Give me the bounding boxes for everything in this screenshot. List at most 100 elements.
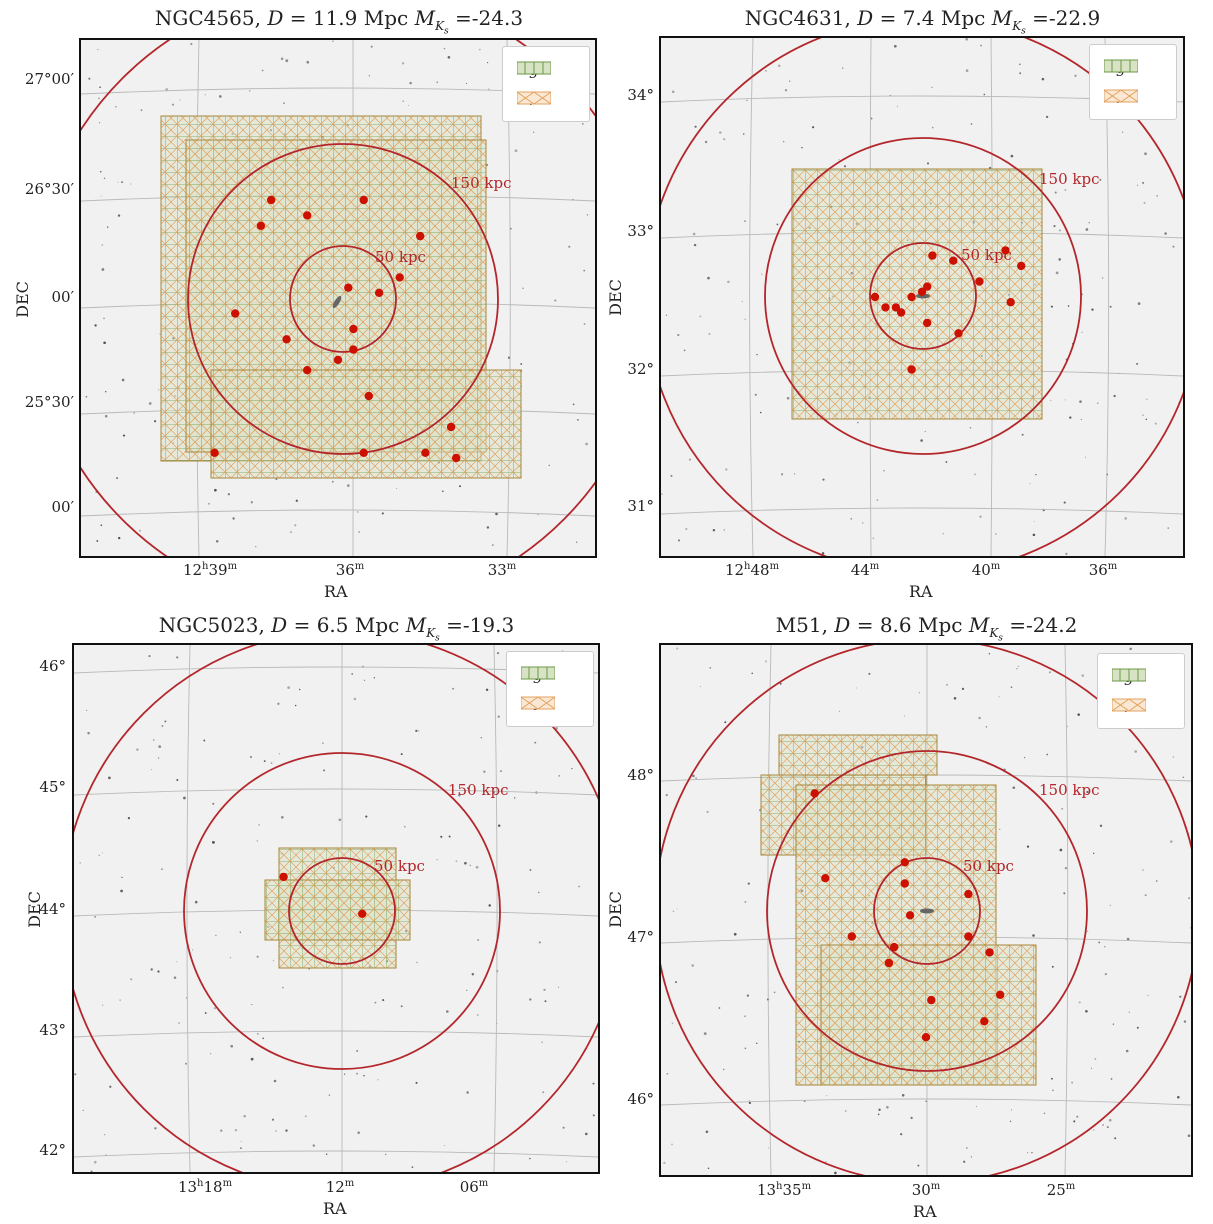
star xyxy=(411,1166,414,1168)
star xyxy=(1032,934,1035,937)
star xyxy=(263,760,266,762)
star xyxy=(402,100,404,102)
satellite-point xyxy=(881,303,890,312)
x-tick: 06m xyxy=(459,1178,489,1196)
satellite-point xyxy=(303,366,312,375)
star xyxy=(694,125,697,128)
chart-title: M51, D = 8.6 Mpc MKs =-24.2 xyxy=(775,613,1078,644)
radius-ring xyxy=(869,242,977,350)
star xyxy=(255,546,257,548)
star xyxy=(978,716,981,720)
star xyxy=(1093,1129,1095,1131)
star xyxy=(1064,867,1067,870)
star xyxy=(480,737,482,739)
star xyxy=(900,1133,903,1136)
star xyxy=(105,391,107,393)
star xyxy=(98,97,100,100)
star xyxy=(773,991,776,994)
star xyxy=(1050,1077,1053,1080)
legend-g-swatch xyxy=(521,666,555,680)
star xyxy=(465,82,468,84)
star xyxy=(759,411,762,414)
star xyxy=(476,1014,479,1016)
star xyxy=(373,677,375,679)
star xyxy=(748,1101,752,1105)
star xyxy=(374,1001,377,1004)
star xyxy=(926,162,930,165)
star xyxy=(249,755,253,759)
star xyxy=(377,1079,379,1081)
star xyxy=(1010,686,1013,688)
radius-ring xyxy=(289,245,397,353)
star xyxy=(1154,422,1157,425)
star xyxy=(1019,72,1022,75)
star xyxy=(1053,225,1056,228)
star xyxy=(1126,937,1130,941)
star xyxy=(1125,1049,1129,1053)
satellite-point xyxy=(891,303,901,312)
star xyxy=(154,1127,157,1130)
star xyxy=(870,117,873,120)
star xyxy=(924,430,926,433)
star xyxy=(171,103,175,106)
star xyxy=(585,442,588,446)
star xyxy=(1018,63,1021,66)
star xyxy=(756,1042,758,1044)
satellite-point xyxy=(900,858,909,867)
star xyxy=(485,688,489,692)
star xyxy=(568,245,571,248)
star xyxy=(786,396,790,400)
star xyxy=(173,976,177,979)
star xyxy=(541,1041,543,1043)
star xyxy=(1088,221,1090,224)
star xyxy=(248,90,251,92)
legend-g-swatch xyxy=(517,61,551,75)
star xyxy=(240,1147,242,1149)
satellite-point xyxy=(890,942,899,952)
chart-title: NGC4631, D = 7.4 Mpc MKs =-22.9 xyxy=(744,6,1101,37)
star xyxy=(306,60,310,64)
star xyxy=(1142,181,1145,184)
star xyxy=(127,817,130,820)
y-tick: 46° xyxy=(39,657,66,675)
star xyxy=(120,889,123,893)
star xyxy=(295,499,298,502)
star xyxy=(176,779,179,781)
star xyxy=(220,1129,223,1132)
legend-g: g xyxy=(517,61,551,79)
star xyxy=(101,244,104,246)
star xyxy=(1144,894,1147,897)
star xyxy=(554,299,557,302)
star xyxy=(857,421,859,424)
legend: g i xyxy=(506,651,594,727)
satellite-point xyxy=(907,365,916,374)
star xyxy=(586,214,589,216)
star xyxy=(1179,995,1182,998)
star xyxy=(176,961,178,963)
star xyxy=(529,869,532,871)
star xyxy=(1103,945,1106,948)
star xyxy=(74,1073,77,1076)
star xyxy=(471,972,475,976)
star xyxy=(368,75,371,77)
star xyxy=(719,131,722,134)
star xyxy=(117,181,119,183)
star xyxy=(204,1012,207,1014)
star xyxy=(1021,433,1024,436)
satellite-point xyxy=(421,448,430,457)
star xyxy=(370,45,373,48)
star xyxy=(761,273,763,275)
star xyxy=(103,177,106,180)
star xyxy=(893,44,897,48)
star xyxy=(691,964,694,967)
star xyxy=(868,672,871,675)
y-tick: 34° xyxy=(627,86,654,104)
star xyxy=(212,802,215,805)
star xyxy=(1091,308,1094,311)
star xyxy=(178,1022,180,1024)
satellite-point xyxy=(395,273,404,282)
star xyxy=(1110,1078,1113,1080)
star xyxy=(210,1053,212,1055)
star xyxy=(578,885,580,888)
star xyxy=(1050,399,1052,401)
